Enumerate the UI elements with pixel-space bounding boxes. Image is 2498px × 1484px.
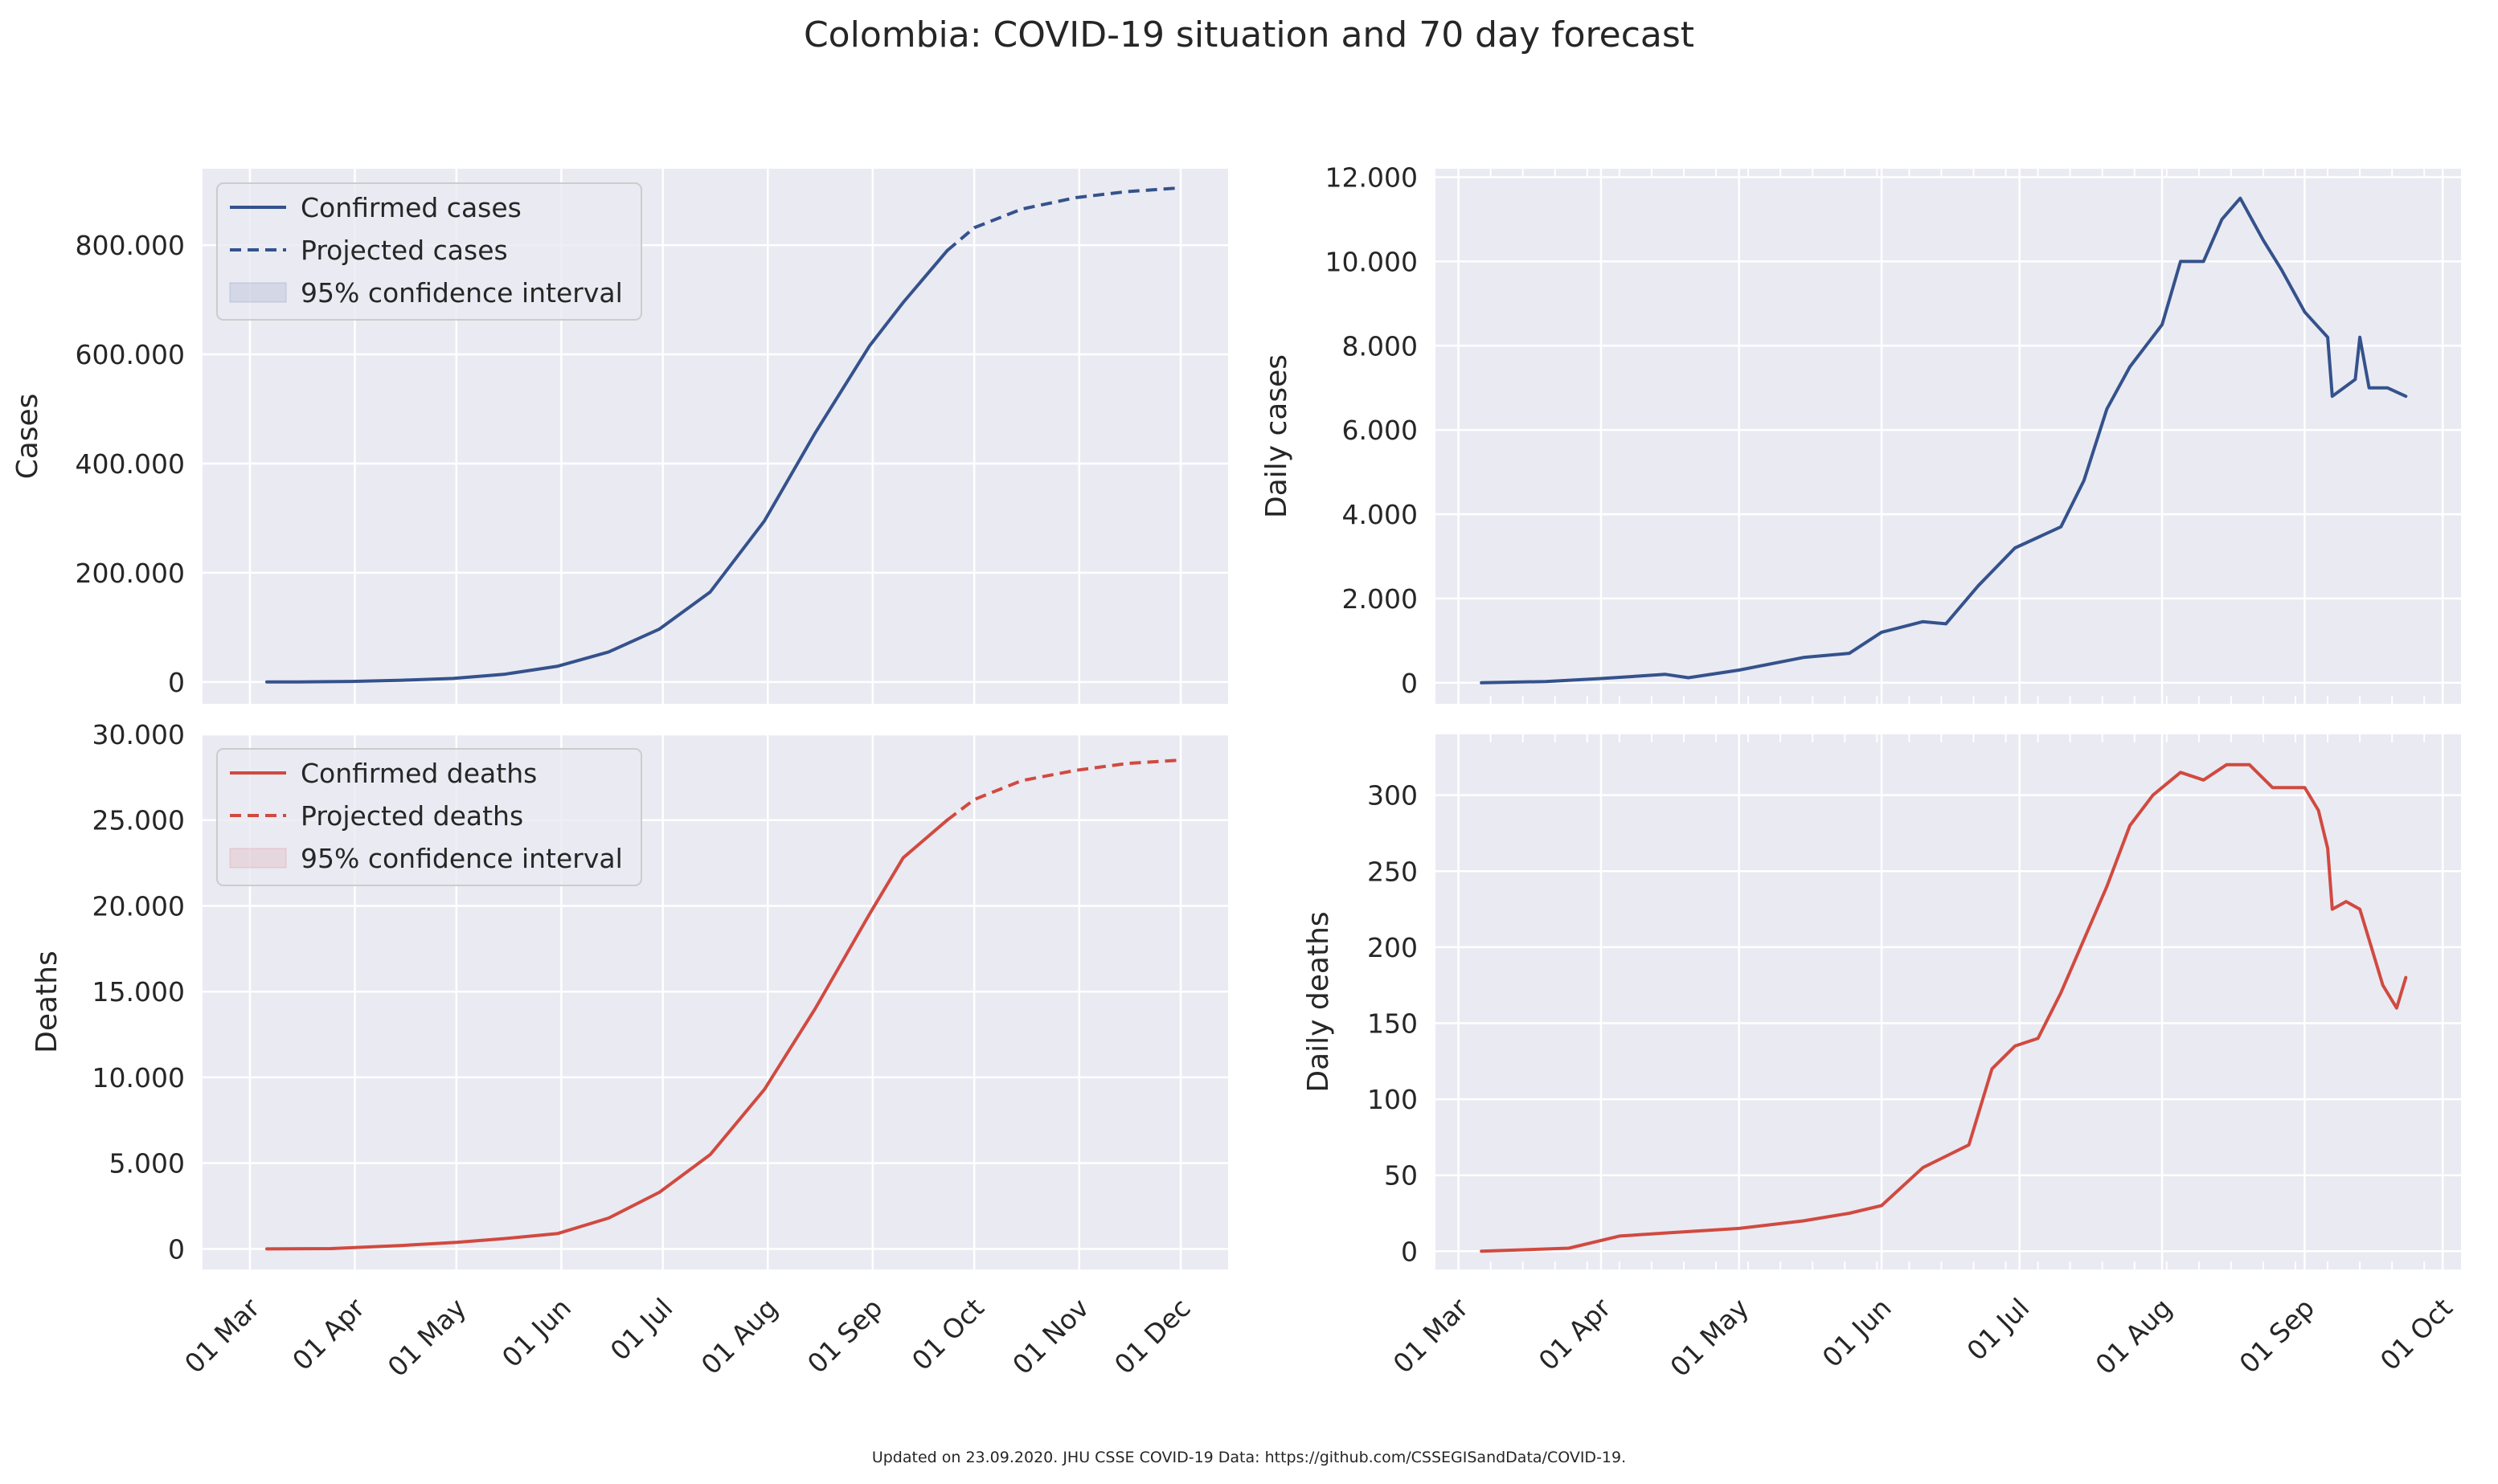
y-tick-label: 100 — [1367, 1084, 1418, 1115]
x-tick-label: 01 Jun — [496, 1292, 577, 1373]
x-tick-label: 01 Jul — [604, 1292, 679, 1367]
y-tick-label: 300 — [1367, 780, 1418, 811]
legend-label: 95% confidence interval — [301, 277, 623, 309]
y-tick-label: 12.000 — [1325, 161, 1418, 193]
x-tick-label: 01 Oct — [2374, 1292, 2459, 1376]
panel-deaths: 0 5.000 10.000 15.000 20.000 25.000 30.000 01 M… — [31, 719, 1228, 1383]
x-tick-label: 01 Jul — [1961, 1292, 2036, 1367]
series-line-daily-deaths — [1480, 762, 2408, 1253]
y-tick-label: 20.000 — [92, 890, 185, 922]
y-axis-label: Daily deaths — [1302, 911, 1335, 1092]
legend-label: Projected deaths — [301, 800, 523, 832]
x-tick-label: 01 Aug — [2089, 1292, 2177, 1380]
x-tick-label: 01 Nov — [1006, 1292, 1095, 1380]
y-tick-label: 0 — [168, 1233, 185, 1265]
series-line-daily-cases — [1480, 196, 2408, 685]
x-tick-label: 01 Mar — [178, 1292, 266, 1380]
panel-daily_deaths: 0 50 100 150 200 250 300 01 Mar 01 Apr 01 May 01 J… — [1302, 734, 2461, 1383]
y-tick-label: 10.000 — [1325, 246, 1418, 277]
x-tick-label: 01 Apr — [286, 1292, 371, 1376]
x-tick-label: 01 May — [382, 1292, 473, 1383]
legend-box — [216, 182, 642, 321]
series-line-confirmed-deaths — [265, 818, 949, 1251]
y-tick-label: 0 — [1401, 1236, 1418, 1267]
legend-swatch-band — [229, 848, 287, 869]
y-tick-label: 8.000 — [1342, 330, 1418, 362]
page-title: Colombia: COVID-19 situation and 70 day … — [803, 14, 1695, 55]
y-tick-label: 0 — [1401, 668, 1418, 699]
y-tick-label: 150 — [1367, 1008, 1418, 1039]
y-tick-label: 2.000 — [1342, 583, 1418, 615]
y-axis-label: Deaths — [31, 950, 63, 1053]
footer-note: Updated on 23.09.2020. JHU CSSE COVID-19… — [871, 1449, 1627, 1466]
x-tick-label: 01 Dec — [1108, 1292, 1197, 1380]
x-tick-label: 01 Sep — [801, 1292, 889, 1380]
y-tick-label: 5.000 — [109, 1148, 185, 1179]
panel-cases: 0 200.000 400.000 600.000 800.000 Cases Confir… — [11, 169, 1228, 704]
panel-daily_cases: 0 2.000 4.000 6.000 8.000 10.000 12.000 Daily c… — [1260, 161, 2461, 704]
legend-box — [216, 748, 642, 886]
legend-label: Projected cases — [301, 235, 508, 266]
y-tick-label: 250 — [1367, 856, 1418, 887]
series-line-projected-cases — [946, 186, 1181, 252]
legend: Confirmed deaths Projected deaths 95% conf… — [216, 748, 642, 886]
legend-label: Confirmed cases — [301, 192, 522, 223]
y-tick-label: 4.000 — [1342, 499, 1418, 530]
y-tick-label: 200 — [1367, 932, 1418, 963]
x-tick-label: 01 Aug — [695, 1292, 784, 1380]
y-tick-label: 50 — [1384, 1160, 1418, 1192]
y-tick-label: 400.000 — [76, 448, 185, 480]
panel-background — [1435, 169, 2461, 704]
y-tick-label: 600.000 — [76, 339, 185, 370]
legend-label: 95% confidence interval — [301, 843, 623, 874]
y-axis-label: Daily cases — [1260, 354, 1293, 518]
x-tick-label: 01 Oct — [906, 1292, 990, 1376]
y-axis-label: Cases — [11, 394, 44, 480]
x-tick-label: 01 Sep — [2233, 1292, 2320, 1380]
series-line-projected-deaths — [946, 758, 1181, 822]
legend-label: Confirmed deaths — [301, 758, 537, 789]
y-tick-label: 200.000 — [76, 558, 185, 589]
y-tick-label: 0 — [168, 667, 185, 698]
panel-background — [1435, 734, 2461, 1269]
y-tick-label: 10.000 — [92, 1062, 185, 1094]
y-tick-label: 6.000 — [1342, 415, 1418, 446]
series-line-confirmed-cases — [265, 248, 949, 684]
x-tick-label: 01 Jun — [1816, 1292, 1898, 1373]
legend: Confirmed cases Projected cases 95% confid… — [216, 182, 642, 321]
x-tick-label: 01 Mar — [1387, 1292, 1475, 1380]
y-tick-label: 25.000 — [92, 805, 185, 836]
y-tick-label: 800.000 — [76, 230, 185, 261]
x-tick-label: 01 May — [1664, 1292, 1755, 1383]
x-tick-label: 01 Apr — [1533, 1292, 1617, 1376]
legend-swatch-band — [229, 282, 287, 303]
y-tick-label: 15.000 — [92, 976, 185, 1008]
y-tick-label: 30.000 — [92, 719, 185, 750]
